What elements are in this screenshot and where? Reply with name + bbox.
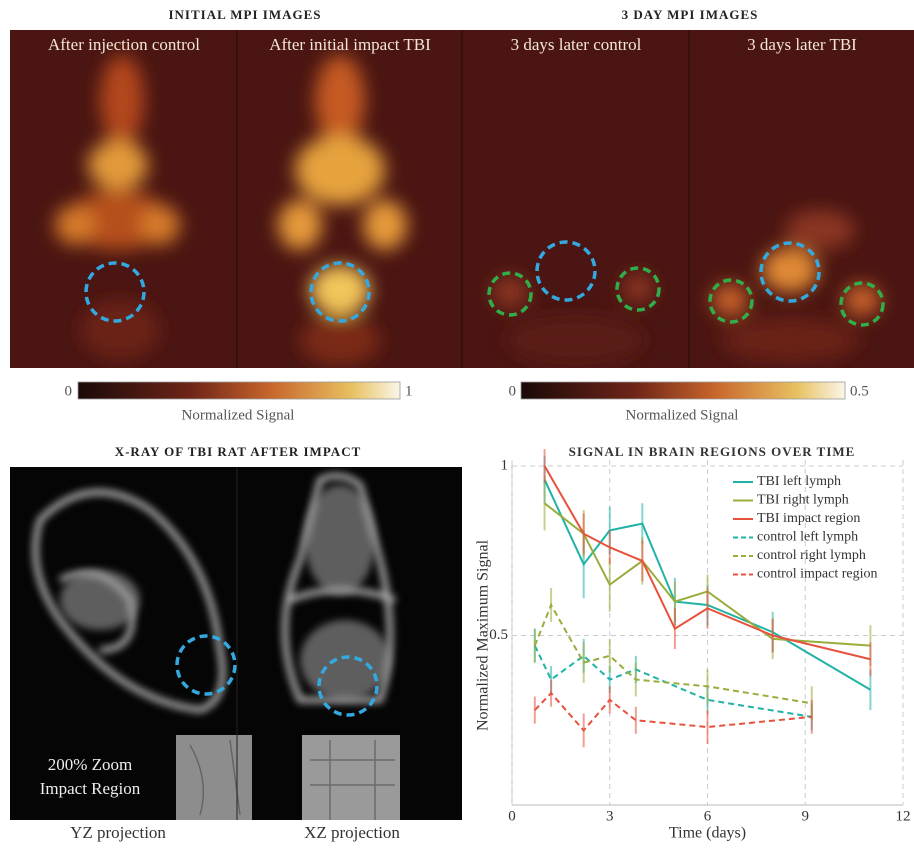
x-tick-label: 9 — [802, 808, 810, 824]
colorbar-min: 0 — [65, 383, 73, 399]
y-tick-label: 1 — [501, 457, 509, 473]
colorbar-label: Normalized Signal — [626, 407, 739, 423]
legend-label: control right lymph — [757, 548, 866, 563]
colorbar-max: 0.5 — [850, 383, 869, 399]
x-tick-label: 0 — [508, 808, 516, 824]
legend-label: TBI left lymph — [757, 474, 841, 489]
x-axis-label: Time (days) — [669, 825, 746, 842]
projection-label: YZ projection — [70, 823, 166, 842]
zoom-label: Impact Region — [40, 779, 141, 798]
x-tick-label: 3 — [606, 808, 614, 824]
mpi-images — [10, 30, 914, 368]
colorbar-min: 0 — [509, 383, 517, 399]
panel-label: After injection control — [48, 35, 200, 54]
zoom-label: 200% Zoom — [48, 755, 133, 774]
section-title: 3 DAY MPI IMAGES — [622, 7, 759, 22]
x-tick-label: 12 — [896, 808, 911, 824]
section-title: X-RAY OF TBI RAT AFTER IMPACT — [115, 444, 362, 459]
series-line — [535, 693, 812, 730]
colorbar-max: 1 — [405, 383, 413, 399]
projection-label: XZ projection — [304, 823, 400, 842]
legend-label: control left lymph — [757, 530, 858, 545]
series-line — [535, 605, 812, 703]
x-tick-label: 6 — [704, 808, 712, 824]
panel-label: After initial impact TBI — [269, 35, 431, 54]
panel-label: 3 days later control — [511, 35, 642, 54]
y-tick-label: 0.5 — [489, 627, 508, 643]
series-line — [535, 646, 812, 717]
panel-label: 3 days later TBI — [747, 35, 857, 54]
colorbar: 0 0.5 Normalized Signal — [509, 382, 869, 423]
colorbar-label: Normalized Signal — [182, 407, 295, 423]
chart-title: SIGNAL IN BRAIN REGIONS OVER TIME — [569, 444, 856, 459]
colorbar: 0 1 Normalized Signal — [65, 382, 413, 423]
figure: INITIAL MPI IMAGES 3 DAY MPI IMAGES — [0, 0, 914, 846]
legend-label: control impact region — [757, 567, 878, 582]
y-axis-label: Normalized Maximum Signal — [475, 539, 492, 731]
legend-label: TBI right lymph — [757, 493, 849, 508]
section-title: INITIAL MPI IMAGES — [168, 7, 321, 22]
line-chart: SIGNAL IN BRAIN REGIONS OVER TIME 0 3 6 9 12 0… — [475, 444, 911, 842]
legend-label: TBI impact region — [757, 511, 860, 526]
